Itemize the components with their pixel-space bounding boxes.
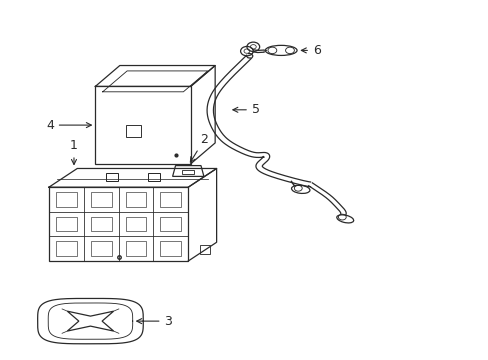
Bar (56, 192, 77, 207)
Text: 3: 3 (137, 315, 172, 328)
Bar (105, 173, 118, 181)
Text: 1: 1 (70, 139, 78, 165)
Bar (160, 192, 181, 207)
Text: 2: 2 (190, 133, 208, 162)
Bar (91, 217, 111, 231)
Bar (56, 217, 77, 231)
Bar (56, 241, 77, 256)
Bar (160, 241, 181, 256)
Bar (199, 245, 210, 253)
Bar (125, 217, 146, 231)
Text: 4: 4 (46, 118, 91, 132)
Bar (182, 170, 194, 174)
Bar (91, 241, 111, 256)
Text: 5: 5 (232, 103, 259, 116)
Bar (160, 217, 181, 231)
Bar (125, 192, 146, 207)
Bar (125, 125, 140, 137)
Bar (147, 173, 160, 181)
Bar (125, 241, 146, 256)
Text: 6: 6 (301, 44, 320, 57)
Bar (91, 192, 111, 207)
